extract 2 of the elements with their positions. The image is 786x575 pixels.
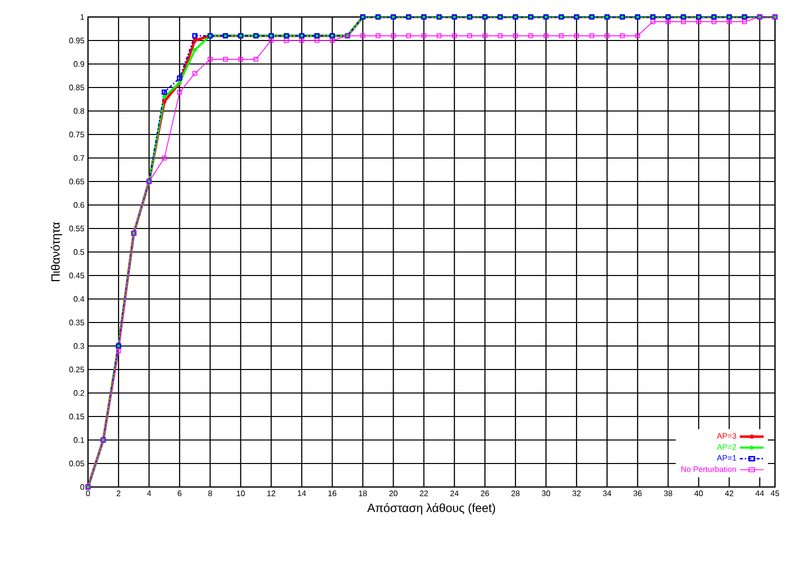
y-axis-title: Πιθανότητα xyxy=(50,222,62,282)
x-axis-title: Απόσταση λάθους (feet) xyxy=(367,503,496,514)
